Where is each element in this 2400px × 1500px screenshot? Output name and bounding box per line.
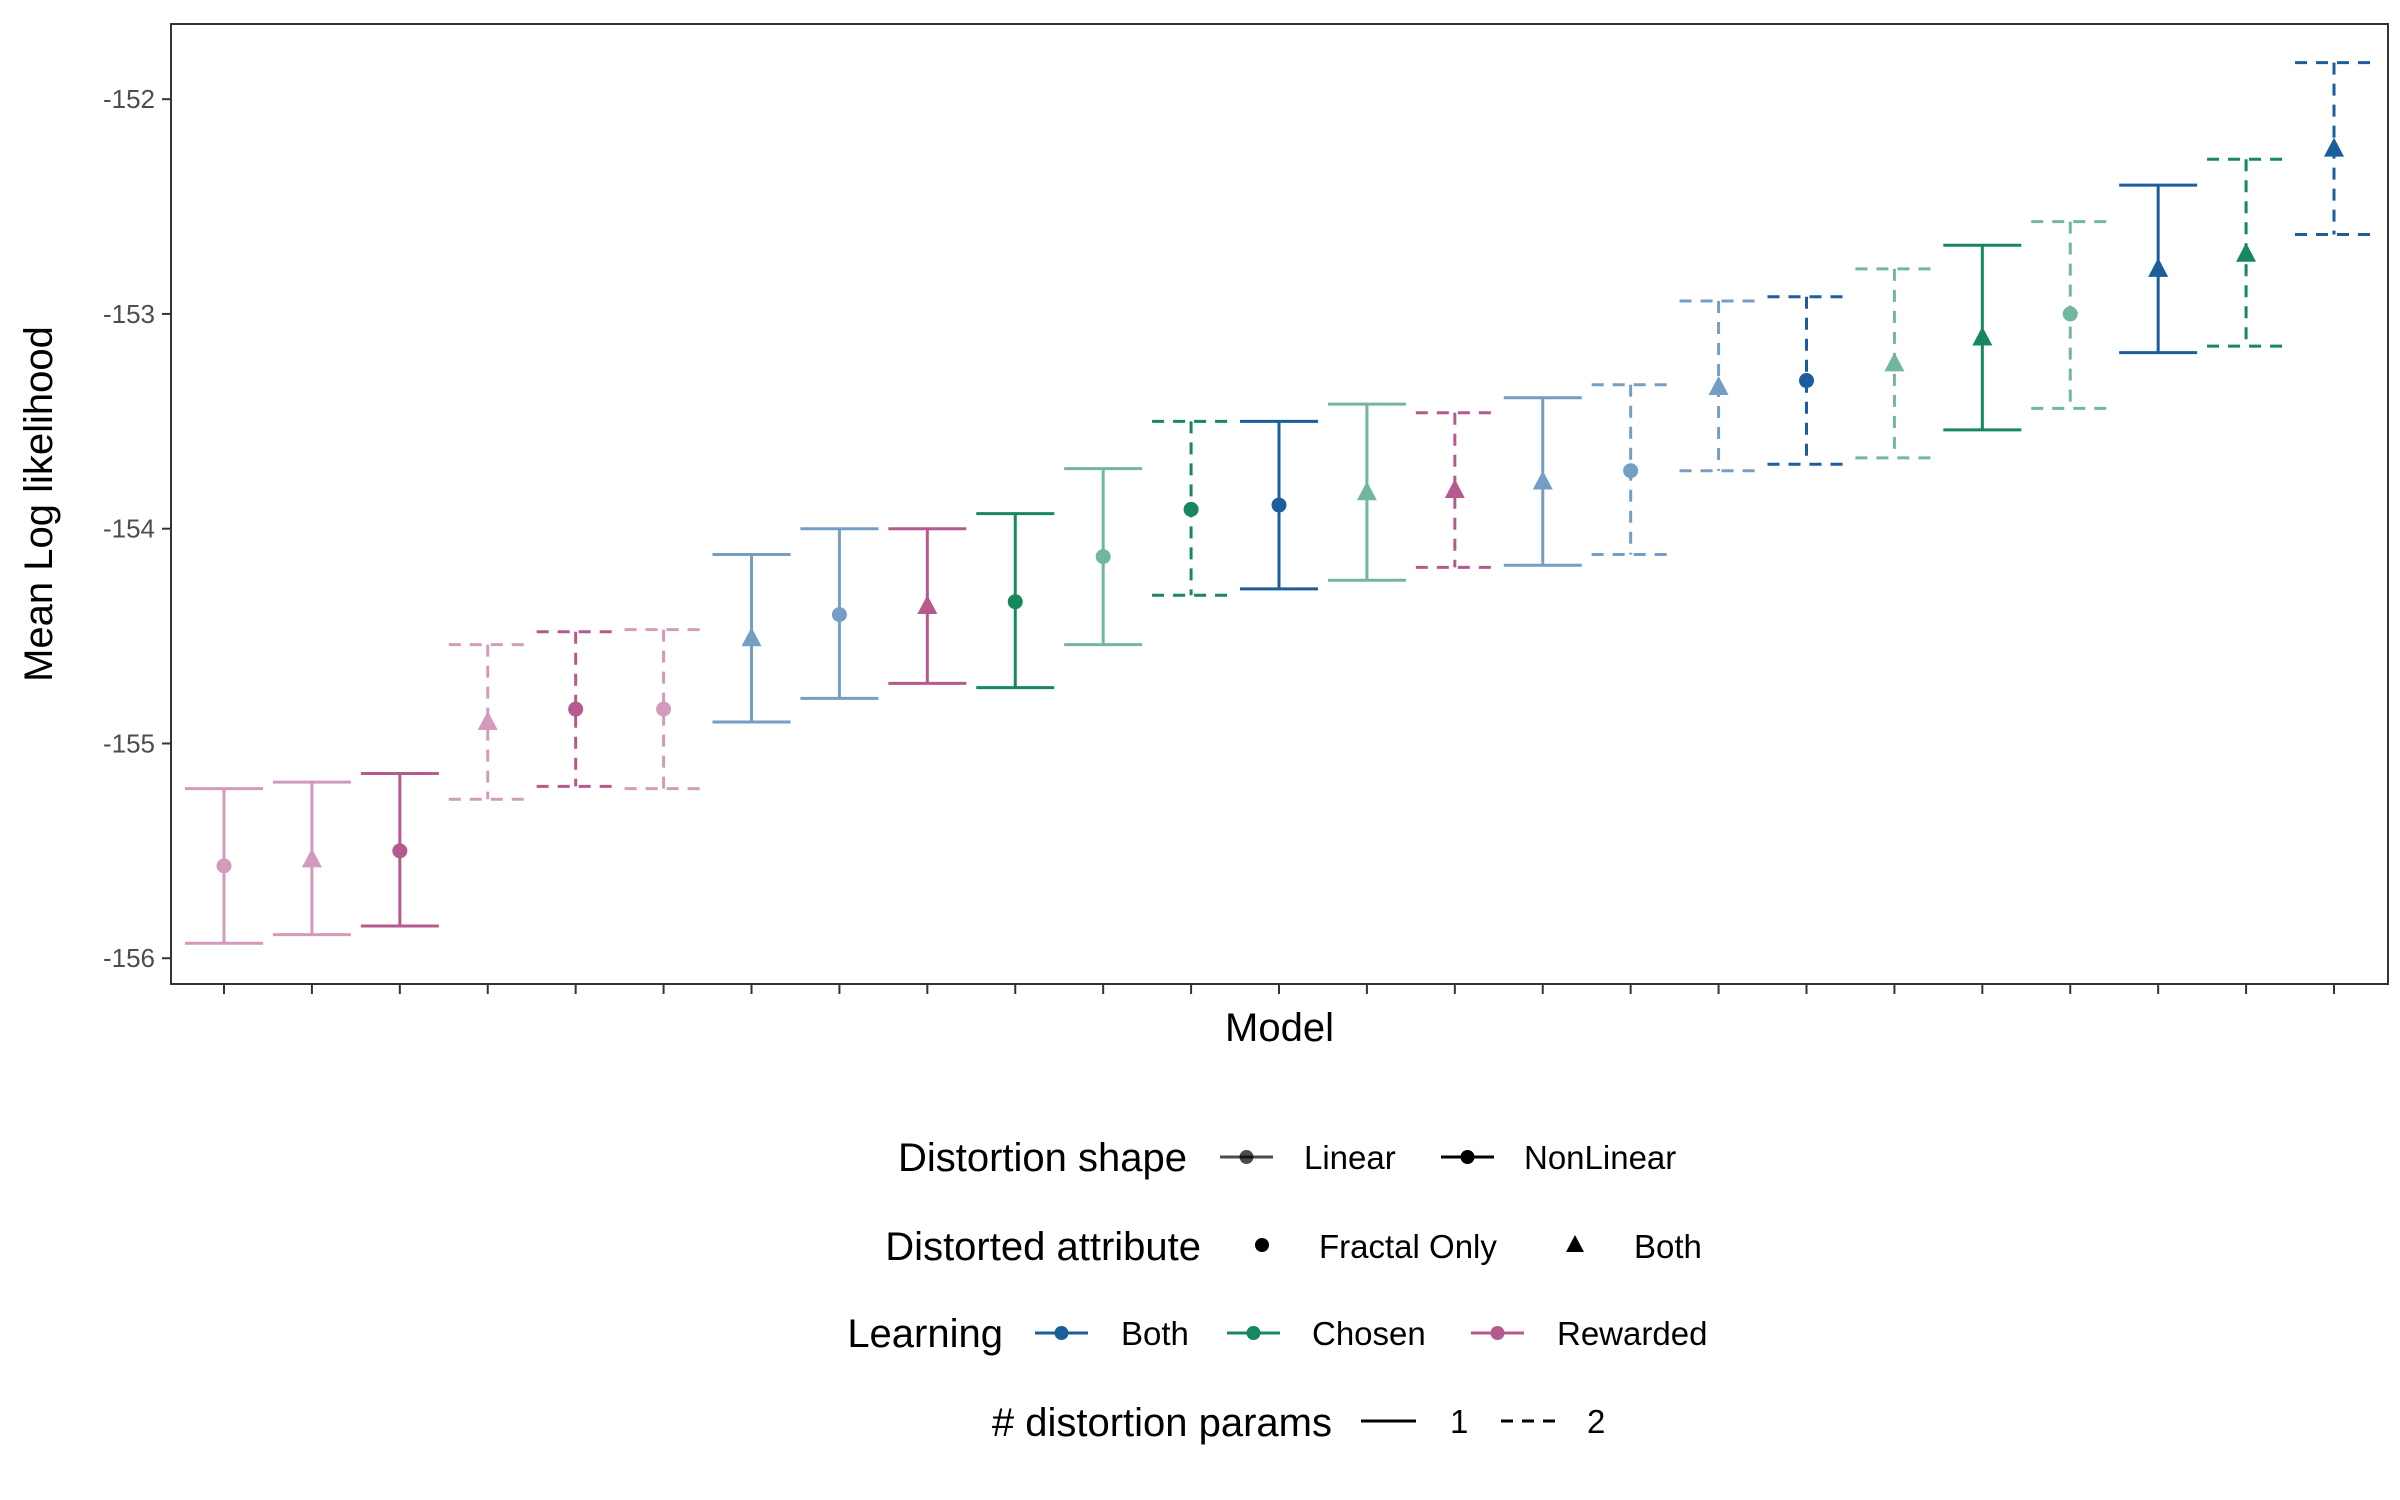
legend-distortion-params: # distortion params 1 2 bbox=[992, 1401, 1606, 1445]
errorbar-9 bbox=[888, 527, 967, 685]
legend-key-nonlinear-point bbox=[1460, 1150, 1475, 1164]
legend-key-chosen-point bbox=[1246, 1326, 1261, 1340]
x-axis bbox=[223, 984, 2335, 994]
errorbar-5 bbox=[536, 630, 615, 788]
plot-area bbox=[185, 61, 2373, 945]
y-tick-label: -152 bbox=[103, 84, 155, 114]
legend-label-fractal-only: Fractal Only bbox=[1319, 1228, 1497, 1265]
legend-distorted-attribute: Distorted attribute Fractal Only Both bbox=[885, 1225, 1702, 1269]
errorbar-24 bbox=[2207, 157, 2286, 348]
errorbar-15 bbox=[1415, 411, 1494, 569]
errorbar-14 bbox=[1327, 402, 1406, 582]
y-tick-label: -153 bbox=[103, 299, 155, 329]
errorbar-25 bbox=[2295, 61, 2373, 236]
legend-key-rewarded-point bbox=[1490, 1326, 1505, 1340]
errorbar-16 bbox=[1503, 396, 1582, 567]
legend-key-linear-point bbox=[1239, 1150, 1254, 1164]
legend-key-linear bbox=[1220, 1150, 1273, 1164]
data-point-circle bbox=[656, 701, 672, 717]
errorbar-23 bbox=[2119, 183, 2198, 355]
data-point-circle bbox=[392, 843, 408, 859]
data-point-triangle bbox=[1884, 352, 1905, 372]
errorbar-1 bbox=[185, 787, 263, 945]
data-point-triangle bbox=[2148, 257, 2169, 277]
y-axis: -156 -155 -154 -153 -152 bbox=[103, 84, 171, 973]
data-point-triangle bbox=[477, 710, 498, 730]
data-point-circle bbox=[2062, 306, 2078, 322]
errorbar-10 bbox=[976, 512, 1055, 690]
errorbar-13 bbox=[1240, 419, 1318, 591]
errorbar-11 bbox=[1064, 467, 1143, 647]
data-point-triangle bbox=[1532, 470, 1553, 490]
x-axis-title: Model bbox=[1225, 1006, 1334, 1050]
legend-title-attribute: Distorted attribute bbox=[885, 1225, 1201, 1269]
legend-label-linear: Linear bbox=[1304, 1139, 1396, 1176]
data-point-triangle bbox=[2324, 137, 2344, 157]
data-point-circle bbox=[1007, 594, 1023, 610]
errorbar-3 bbox=[360, 772, 439, 928]
data-point-circle bbox=[1095, 549, 1111, 565]
legend-key-both-point bbox=[1054, 1326, 1069, 1340]
errorbar-19 bbox=[1767, 295, 1846, 466]
data-point-circle bbox=[1271, 497, 1287, 513]
legend-key-nonlinear bbox=[1441, 1150, 1494, 1164]
legend-key-both-triangle bbox=[1566, 1235, 1584, 1252]
data-point-triangle bbox=[917, 595, 938, 615]
errorbar-8 bbox=[800, 527, 879, 700]
data-point-triangle bbox=[1708, 375, 1729, 395]
data-point-triangle bbox=[741, 627, 762, 647]
legend-key-chosen bbox=[1227, 1326, 1280, 1340]
errorbar-7 bbox=[712, 552, 791, 724]
errorbar-20 bbox=[1855, 267, 1934, 460]
legend-label-chosen: Chosen bbox=[1312, 1315, 1426, 1352]
legend-title-params: # distortion params bbox=[992, 1401, 1332, 1445]
y-tick-label: -154 bbox=[103, 514, 155, 544]
data-point-triangle bbox=[2236, 242, 2257, 262]
errorbar-6 bbox=[624, 628, 703, 791]
legend-learning: Learning Both Chosen Rewarded bbox=[847, 1312, 1707, 1356]
errorbar-17 bbox=[1591, 383, 1670, 556]
errorbar-12 bbox=[1152, 419, 1231, 597]
data-point-triangle bbox=[1356, 481, 1377, 501]
data-point-triangle bbox=[301, 848, 322, 868]
legend-title-shape: Distortion shape bbox=[898, 1136, 1187, 1180]
legend-label-learning-both: Both bbox=[1121, 1315, 1189, 1352]
data-point-circle bbox=[568, 701, 584, 717]
errorbar-21 bbox=[1943, 243, 2022, 432]
legend-label-params-1: 1 bbox=[1450, 1403, 1468, 1440]
legend-key-fractal-only-point bbox=[1255, 1238, 1269, 1252]
data-point-triangle bbox=[1972, 326, 1993, 346]
data-point-circle bbox=[1183, 501, 1199, 517]
legend-label-nonlinear: NonLinear bbox=[1524, 1139, 1676, 1176]
errorbar-22 bbox=[2031, 220, 2110, 410]
legend-key-rewarded bbox=[1471, 1326, 1524, 1340]
errorbar-4 bbox=[448, 643, 527, 801]
data-point-circle bbox=[216, 858, 232, 874]
data-point-circle bbox=[1799, 373, 1814, 389]
legend-label-attribute-both: Both bbox=[1634, 1228, 1702, 1265]
legend-label-params-2: 2 bbox=[1587, 1403, 1605, 1440]
legend-title-learning: Learning bbox=[847, 1312, 1003, 1356]
data-point-circle bbox=[1623, 463, 1639, 479]
data-point-circle bbox=[831, 607, 847, 623]
legend-key-both bbox=[1035, 1326, 1088, 1340]
y-tick-label: -155 bbox=[103, 728, 155, 758]
errorbar-2 bbox=[272, 780, 351, 937]
data-point-triangle bbox=[1444, 479, 1465, 499]
y-tick-label: -156 bbox=[103, 943, 155, 973]
y-axis-title: Mean Log likelihood bbox=[17, 326, 61, 682]
legend-distortion-shape: Distortion shape Linear NonLinear bbox=[898, 1136, 1676, 1180]
legend-label-rewarded: Rewarded bbox=[1557, 1315, 1707, 1352]
errorbar-18 bbox=[1679, 299, 1758, 473]
